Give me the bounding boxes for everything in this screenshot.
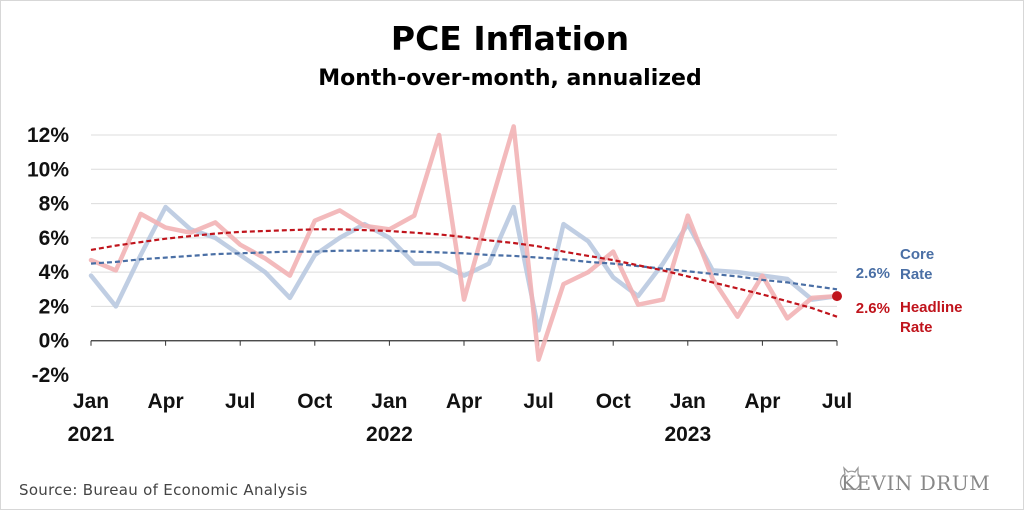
x-tick-label: Jan bbox=[371, 390, 407, 413]
end-label-name: Rate bbox=[900, 319, 933, 336]
end-label-name: Rate bbox=[900, 266, 933, 283]
x-tick-label: Jul bbox=[225, 390, 255, 413]
trendline-headline bbox=[90, 228, 838, 318]
series-line-headline bbox=[88, 124, 840, 362]
series-line-core bbox=[88, 204, 840, 333]
chart-title: PCE Inflation bbox=[391, 19, 629, 58]
x-year-label: 2022 bbox=[366, 423, 413, 446]
y-tick-label: 6% bbox=[39, 227, 70, 250]
end-label-name: Core bbox=[900, 246, 934, 263]
end-labels: 2.6% Core Rate 2.6% Headline Rate bbox=[856, 246, 963, 336]
x-year-label: 2021 bbox=[68, 423, 115, 446]
y-tick-label: 4% bbox=[39, 261, 70, 284]
x-tick-label: Jul bbox=[523, 390, 553, 413]
x-year-label: 2023 bbox=[664, 423, 711, 446]
source-note: Source: Bureau of Economic Analysis bbox=[19, 481, 308, 499]
y-tick-label: 10% bbox=[27, 158, 69, 181]
y-tick-label: 2% bbox=[39, 295, 70, 318]
x-tick-label: Jan bbox=[670, 390, 706, 413]
data-series bbox=[88, 124, 842, 362]
x-tick-label: Oct bbox=[596, 390, 631, 413]
x-tick-label: Jul bbox=[822, 390, 852, 413]
end-label-value: 2.6% bbox=[856, 265, 890, 282]
x-tick-label: Jan bbox=[73, 390, 109, 413]
y-tick-label: 8% bbox=[39, 193, 70, 216]
y-axis-ticks: 12% 10% 8% 6% 4% 2% 0% -2% bbox=[27, 124, 69, 387]
cat-logo-icon bbox=[839, 466, 862, 490]
x-axis-ticks: Jan Apr Jul Oct Jan Apr Jul Oct Jan Apr Jul 2021 202… bbox=[68, 390, 853, 446]
x-tick-label: Apr bbox=[744, 390, 780, 413]
brand-logo-text: KEVIN DRUM bbox=[841, 471, 991, 495]
end-label-value: 2.6% bbox=[856, 300, 890, 317]
y-tick-label: 0% bbox=[39, 330, 70, 353]
x-tick-label: Oct bbox=[297, 390, 332, 413]
chart-subtitle: Month-over-month, annualized bbox=[318, 66, 701, 91]
gridlines bbox=[90, 134, 838, 346]
y-tick-label: -2% bbox=[32, 364, 70, 387]
end-marker-dot bbox=[832, 291, 842, 302]
y-tick-label: 12% bbox=[27, 124, 69, 147]
x-tick-label: Apr bbox=[446, 390, 482, 413]
trendline-core bbox=[90, 249, 838, 291]
end-label-name: Headline bbox=[900, 299, 963, 316]
x-tick-label: Apr bbox=[148, 390, 184, 413]
